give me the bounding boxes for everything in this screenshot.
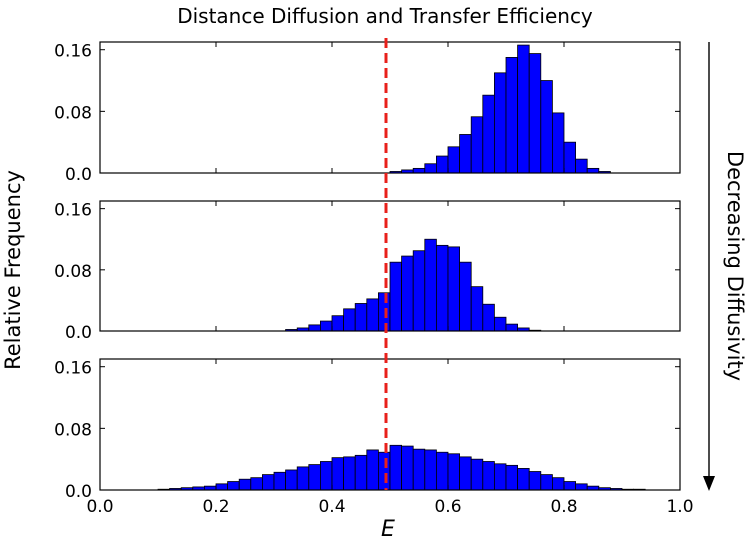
histogram-bar: [575, 483, 588, 491]
histogram-bar: [424, 449, 437, 491]
histogram-bar: [586, 167, 600, 174]
histogram-bar: [540, 80, 553, 174]
panel-2: 0.0 0.08 0.16: [54, 200, 681, 343]
y-tick-label: 0.08: [54, 103, 92, 123]
histogram-bar: [435, 155, 449, 174]
histogram-bar: [215, 483, 228, 491]
histogram-bar: [424, 163, 437, 174]
x-axis: 0.0 0.2 0.4 0.6 0.8 1.0: [86, 497, 693, 517]
histogram-bar: [528, 471, 542, 491]
histogram-bar: [447, 246, 461, 332]
histogram-bar: [308, 324, 321, 332]
histogram-bar: [459, 456, 472, 491]
decreasing-diffusivity-label: Decreasing Diffusivity: [723, 151, 747, 381]
histogram-bar: [575, 158, 588, 174]
histogram-bar: [493, 463, 507, 491]
histogram-bar: [470, 458, 484, 491]
histogram-bar: [459, 134, 472, 174]
down-arrow: [703, 42, 715, 491]
y-tick-label: 0.0: [65, 165, 92, 185]
panel-frame: [99, 200, 681, 332]
panel-3: 0.0 0.08 0.16: [54, 358, 681, 502]
histogram-bar: [343, 308, 356, 332]
histogram-bar: [482, 461, 495, 491]
x-axis-label: E: [381, 517, 395, 542]
y-tick-label: 0.0: [65, 482, 92, 502]
histogram-bar: [319, 320, 333, 332]
histogram-bar: [563, 141, 577, 174]
histogram-bar: [227, 481, 240, 491]
y-axis-label: Relative Frequency: [1, 170, 25, 370]
y-tick-label: 0.08: [54, 420, 92, 440]
histogram-bar: [296, 466, 310, 491]
histogram-bar: [308, 464, 321, 491]
histogram-bar: [285, 469, 298, 491]
histogram-bar: [273, 471, 287, 491]
histogram-bar: [366, 449, 379, 491]
x-tick-label: 0.2: [202, 497, 229, 517]
x-tick-label: 0.8: [550, 497, 577, 517]
histogram-bar: [319, 461, 333, 491]
histogram-bar: [517, 468, 530, 491]
histogram-bar: [343, 456, 356, 491]
panel-1: 0.0 0.08 0.16: [54, 41, 681, 185]
histogram-bar: [401, 445, 414, 491]
histogram-bar: [552, 477, 565, 491]
histogram-bar: [401, 255, 414, 332]
panel-frame: [99, 358, 681, 491]
histogram-bar: [354, 454, 368, 491]
x-tick-label: 0.0: [86, 497, 113, 517]
histogram-bar: [447, 453, 461, 491]
y-tick-label: 0.16: [54, 359, 92, 379]
y-tick-label: 0.0: [65, 323, 92, 343]
histogram-bar: [493, 316, 507, 332]
histogram-bar: [505, 323, 518, 332]
histogram-bar: [470, 116, 484, 174]
y-tick-label: 0.08: [54, 262, 92, 282]
histogram-panels: 0.0 0.08 0.16 0.0 0.08 0.16 0.0 0.08 0.16: [54, 41, 681, 502]
histogram-bar: [366, 298, 379, 332]
histogram-bar: [470, 286, 484, 332]
histogram-bar: [459, 261, 472, 332]
histogram-bar: [435, 451, 449, 491]
histogram-bar: [412, 250, 426, 332]
histogram-bar: [435, 244, 449, 332]
histogram-bar: [505, 464, 518, 491]
panel-frame: [99, 41, 681, 174]
histogram-bar: [563, 481, 577, 491]
histogram-bar: [482, 303, 495, 332]
histogram-bar: [238, 478, 252, 491]
histogram-bar: [552, 112, 565, 174]
y-tick-label: 0.16: [54, 201, 92, 221]
histogram-bar: [412, 167, 426, 174]
chart-title: Distance Diffusion and Transfer Efficien…: [177, 4, 593, 28]
histogram-bar: [389, 444, 403, 491]
histogram-bar: [331, 315, 345, 332]
histogram-bar: [528, 53, 542, 174]
histogram-bar: [540, 474, 553, 491]
histogram-bar: [447, 146, 461, 174]
histogram-bar: [412, 448, 426, 491]
histogram-bar: [482, 94, 495, 174]
histogram-bar: [354, 303, 368, 332]
histogram-bar: [424, 238, 437, 332]
histogram-bar: [250, 477, 263, 491]
histogram-bar: [261, 474, 275, 491]
histogram-bar: [377, 292, 391, 332]
histogram-bar: [389, 261, 403, 332]
histogram-bar: [377, 451, 391, 491]
histogram-bar: [493, 72, 507, 174]
y-tick-label: 0.16: [54, 42, 92, 62]
histogram-bar: [331, 457, 345, 491]
histogram-bar: [517, 44, 530, 174]
x-tick-label: 1.0: [666, 497, 693, 517]
x-tick-label: 0.6: [434, 497, 461, 517]
x-tick-label: 0.4: [318, 497, 345, 517]
histogram-bar: [505, 57, 518, 174]
